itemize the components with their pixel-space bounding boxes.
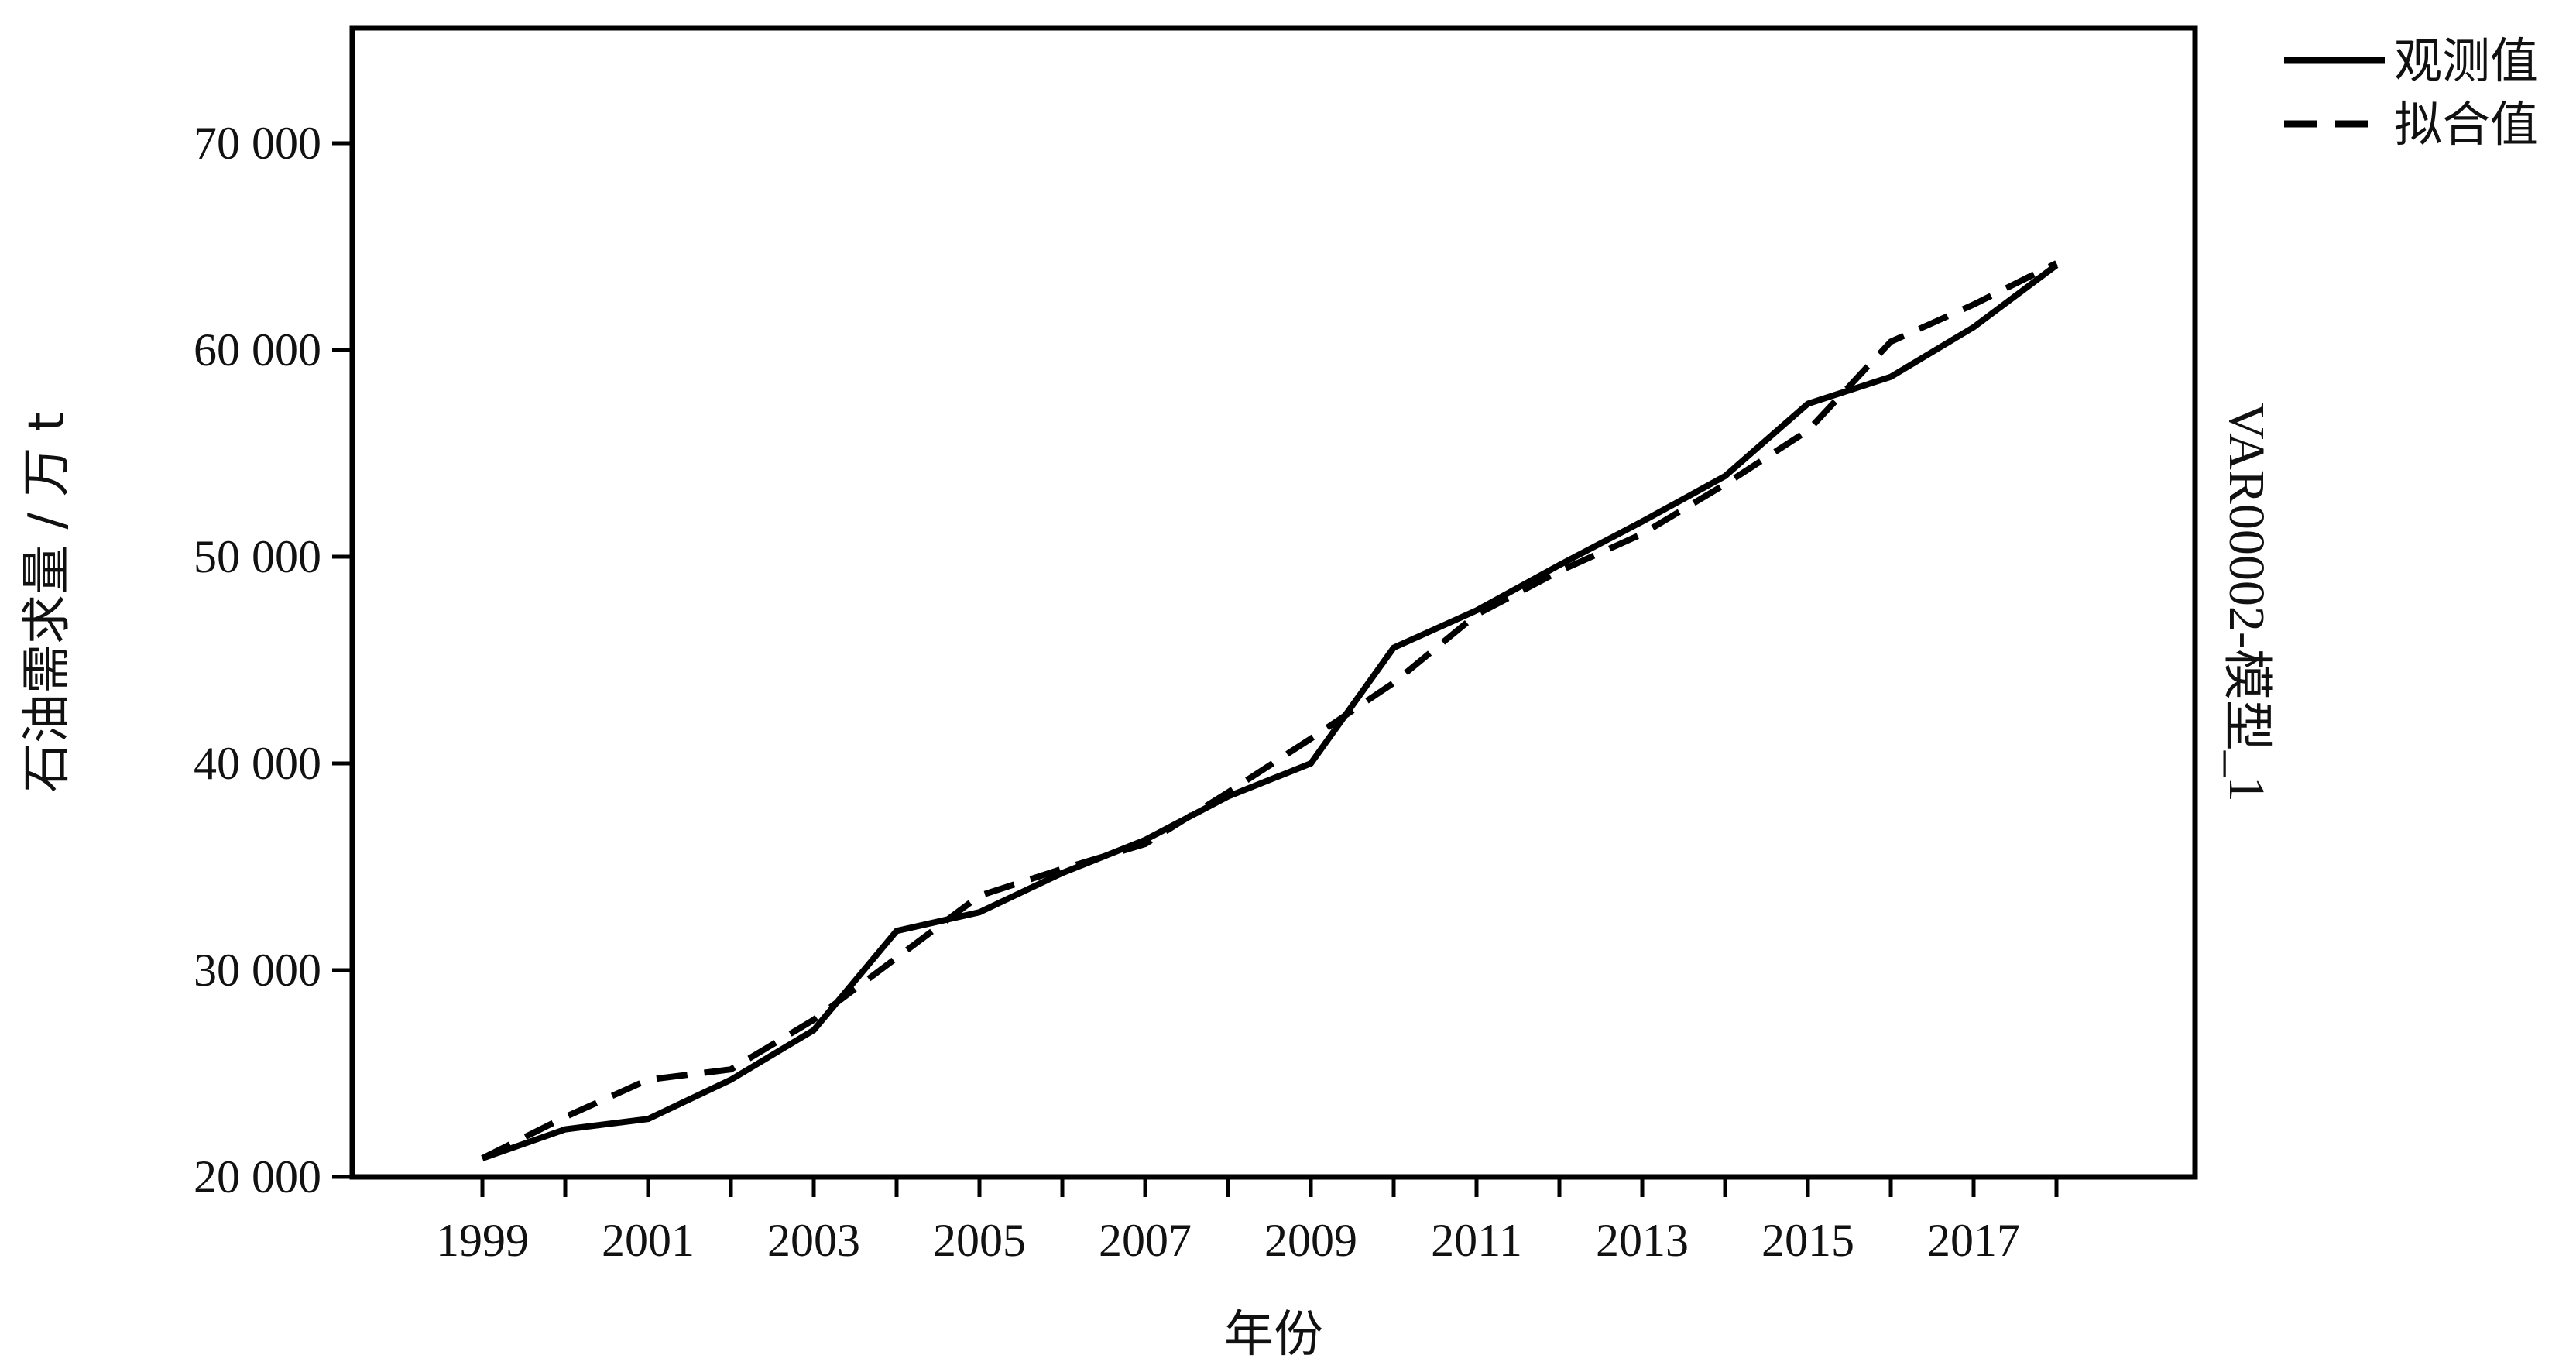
x-tick-label: 2013: [1596, 1215, 1689, 1266]
y-axis: 20 000 30 000 40 000 50 000 60 000 70 000: [194, 118, 352, 1202]
y-axis-title: 石油需求量 / 万 t: [19, 412, 76, 793]
x-axis-title: 年份: [1224, 1306, 1323, 1363]
y-tick-label: 40 000: [194, 738, 321, 789]
x-tick-label: 2001: [602, 1215, 695, 1266]
x-tick-label: 2005: [933, 1215, 1026, 1266]
plot-frame: [349, 25, 2198, 1180]
legend: 观测值 拟合值: [2284, 33, 2538, 153]
model-label: VAR00002-模型_1: [2218, 403, 2275, 802]
x-tick-label: 2015: [1761, 1215, 1854, 1266]
legend-label-fitted: 拟合值: [2394, 96, 2538, 153]
y-tick-label: 30 000: [194, 945, 321, 996]
y-tick-label: 50 000: [194, 531, 321, 582]
series-line-fitted: [481, 260, 2058, 1161]
x-tick-label: 1999: [436, 1215, 529, 1266]
x-tick-label: 2009: [1264, 1215, 1357, 1266]
x-axis: 1999 2001 2003 2005 2007 2009 2011 2013 2015 2017: [436, 1177, 2059, 1266]
series-line-observed: [481, 262, 2059, 1161]
y-tick-label: 70 000: [194, 118, 321, 169]
x-tick-label: 2017: [1927, 1215, 2020, 1266]
y-tick-label: 20 000: [194, 1151, 321, 1202]
series-layer: [481, 260, 2059, 1161]
y-tick-label: 60 000: [194, 324, 321, 376]
x-tick-label: 2003: [767, 1215, 860, 1266]
legend-label-observed: 观测值: [2394, 33, 2538, 89]
x-tick-label: 2011: [1431, 1215, 1522, 1266]
x-tick-label: 2007: [1099, 1215, 1192, 1266]
